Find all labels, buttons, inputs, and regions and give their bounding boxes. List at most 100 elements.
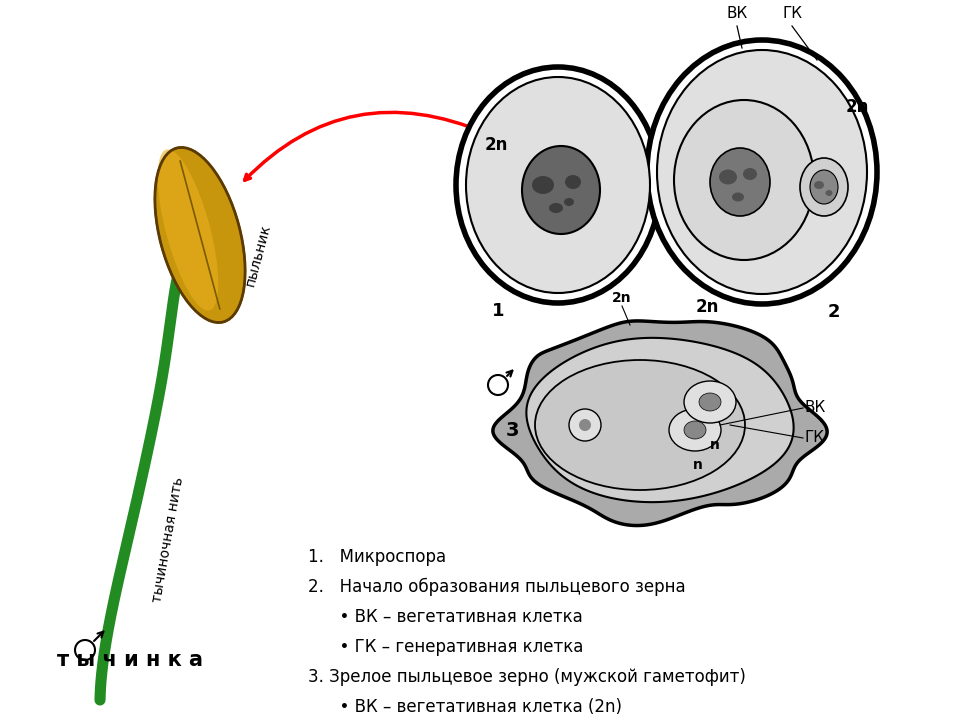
Point	[573, 114, 588, 125]
Point	[530, 248, 545, 259]
Point	[550, 462, 565, 474]
Point	[726, 123, 741, 135]
Point	[661, 397, 677, 409]
Point	[614, 168, 630, 179]
Point	[522, 135, 538, 146]
Point	[669, 484, 684, 495]
Point	[753, 102, 768, 113]
Point	[746, 341, 761, 352]
Point	[566, 419, 582, 431]
Point	[744, 135, 759, 146]
Point	[680, 413, 695, 425]
Point	[634, 451, 649, 463]
Point	[747, 168, 762, 179]
Point	[717, 238, 732, 249]
Point	[766, 406, 781, 418]
Point	[755, 112, 770, 124]
Point	[796, 60, 811, 72]
Point	[625, 409, 640, 420]
Point	[580, 449, 595, 461]
Point	[710, 388, 726, 400]
Point	[512, 248, 527, 259]
Point	[750, 240, 765, 252]
Point	[526, 449, 541, 461]
Point	[509, 233, 524, 244]
Point	[740, 278, 756, 289]
Point	[789, 104, 804, 115]
Point	[571, 93, 587, 104]
Point	[732, 461, 747, 472]
Point	[778, 203, 793, 215]
Point	[623, 173, 638, 184]
Point	[570, 359, 586, 371]
Point	[735, 233, 751, 245]
Point	[731, 384, 746, 396]
Point	[651, 401, 666, 413]
Point	[689, 428, 705, 440]
Point	[669, 415, 684, 427]
Point	[552, 100, 567, 112]
Point	[581, 377, 596, 389]
Point	[657, 485, 672, 497]
Point	[541, 95, 557, 107]
Point	[622, 356, 637, 368]
Point	[643, 432, 659, 444]
Point	[714, 464, 730, 475]
Point	[571, 423, 587, 435]
Point	[827, 120, 842, 131]
Point	[719, 423, 734, 434]
Point	[704, 132, 719, 143]
Point	[629, 353, 644, 364]
Point	[647, 440, 662, 451]
Point	[743, 167, 758, 179]
Point	[532, 416, 547, 428]
Point	[734, 236, 750, 248]
Point	[685, 356, 701, 367]
Point	[555, 256, 570, 267]
Point	[662, 456, 678, 468]
Point	[756, 174, 771, 185]
Point	[561, 465, 576, 477]
Point	[828, 89, 843, 101]
Point	[670, 136, 685, 148]
Point	[554, 462, 569, 473]
Point	[611, 422, 626, 433]
Point	[525, 393, 540, 405]
Point	[753, 444, 768, 455]
Point	[737, 150, 753, 162]
Point	[786, 53, 802, 65]
Point	[709, 246, 725, 257]
Point	[582, 207, 597, 219]
Point	[657, 415, 672, 427]
Point	[673, 125, 688, 136]
Point	[717, 446, 732, 458]
Point	[599, 166, 614, 177]
Point	[649, 377, 664, 389]
Point	[622, 349, 637, 361]
Point	[666, 449, 682, 461]
Point	[711, 426, 727, 437]
Point	[655, 359, 670, 370]
Point	[687, 487, 703, 498]
Point	[660, 431, 675, 443]
Point	[544, 437, 560, 449]
Point	[722, 117, 737, 129]
Point	[769, 225, 784, 236]
Point	[487, 240, 502, 251]
Point	[668, 392, 684, 404]
Point	[656, 437, 671, 449]
Point	[760, 195, 776, 207]
Point	[624, 369, 639, 381]
Point	[717, 480, 732, 492]
Point	[539, 239, 554, 251]
Point	[674, 208, 689, 220]
Point	[694, 152, 709, 163]
Point	[768, 175, 783, 186]
Point	[542, 459, 558, 471]
Point	[568, 459, 584, 470]
Point	[523, 253, 539, 265]
Point	[609, 175, 624, 186]
Point	[641, 436, 657, 448]
Point	[636, 495, 652, 506]
Point	[736, 381, 752, 392]
